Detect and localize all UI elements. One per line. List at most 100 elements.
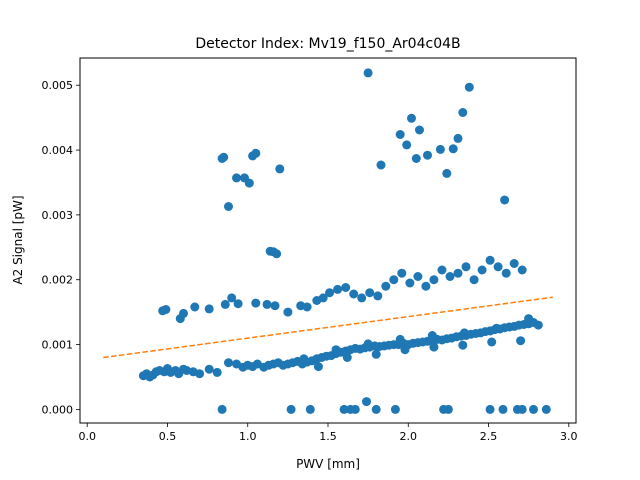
data-point [500,195,510,205]
data-point [333,284,343,294]
data-point [283,307,293,317]
x-tick-label: 0.5 [159,430,177,443]
data-point [397,268,407,278]
data-point [350,404,360,414]
y-tick-label: 0.001 [42,339,74,352]
data-point [270,301,280,311]
y-tick-label: 0.004 [42,144,74,157]
data-point [299,354,309,364]
data-point [402,140,412,150]
data-point [442,168,452,178]
data-point [341,283,351,292]
data-point [501,268,511,278]
data-point [362,397,371,407]
data-point [429,342,439,352]
data-point [477,265,487,275]
data-point [363,339,373,349]
data-point [313,362,323,372]
data-point [233,299,243,309]
data-point [395,334,405,344]
data-point [373,291,383,301]
data-point [493,262,503,272]
data-point [302,302,312,312]
data-point [529,404,538,414]
data-point [381,281,391,291]
data-point [204,364,214,374]
data-point [429,275,439,285]
data-point [371,349,381,359]
data-point [445,272,455,281]
data-point [195,369,205,379]
data-point [423,150,432,160]
data-point [405,278,415,288]
x-tick-label: 1.5 [319,430,337,443]
data-point [204,304,214,314]
data-point [371,404,381,414]
data-point [469,275,479,285]
data-point [461,262,471,272]
data-point [400,345,410,355]
data-point [453,268,463,278]
data-point [224,202,233,211]
x-tick-label: 2.5 [480,430,498,443]
data-point [376,160,386,170]
data-point [212,367,222,377]
data-point [407,113,416,123]
data-point [443,404,453,414]
x-tick-label: 1.0 [239,430,257,443]
data-point [349,289,359,299]
y-tick-label: 0.003 [42,209,74,222]
data-point [459,328,469,338]
data-point [220,299,230,309]
data-point [421,281,431,291]
fit-line [103,296,553,359]
data-point [244,178,254,188]
data-point [217,404,227,414]
data-point [357,293,367,303]
data-point [448,144,458,154]
data-point [251,148,261,158]
data-point [395,130,405,139]
data-point [533,320,543,330]
data-point [331,345,341,355]
data-point [485,255,495,265]
data-point [411,154,421,163]
y-tick-label: 0.005 [42,79,74,92]
data-point [413,272,423,281]
data-point [517,404,527,414]
y-axis: 0.000 0.001 0.002 0.003 0.004 0.005 [42,79,80,416]
data-point [224,358,233,368]
data-point [464,82,474,92]
y-axis-label: A2 Signal [pW] [11,195,25,284]
data-point [485,404,495,414]
data-point [427,331,437,340]
data-point [415,125,424,135]
data-point [458,108,468,117]
data-point [492,323,501,333]
y-tick-label: 0.000 [42,403,74,416]
data-point [325,288,335,298]
data-point [262,299,272,309]
data-point [251,298,261,308]
x-tick-label: 3.0 [560,430,578,443]
data-point [390,404,400,414]
data-point [305,404,315,414]
x-tick-label: 2.0 [400,430,418,443]
data-point [365,288,375,298]
data-point [487,337,497,347]
data-point [524,314,534,324]
data-point [286,404,296,414]
data-point [435,144,445,154]
data-point [339,404,349,414]
x-axis-label: PWV [mm] [296,457,360,471]
data-point [437,265,447,275]
data-point [275,164,285,174]
data-point [458,340,468,350]
plot-area [103,68,553,414]
data-point [342,353,352,362]
data-point [161,305,171,314]
data-point [541,404,551,414]
y-tick-label: 0.002 [42,274,74,287]
data-point [363,68,373,78]
